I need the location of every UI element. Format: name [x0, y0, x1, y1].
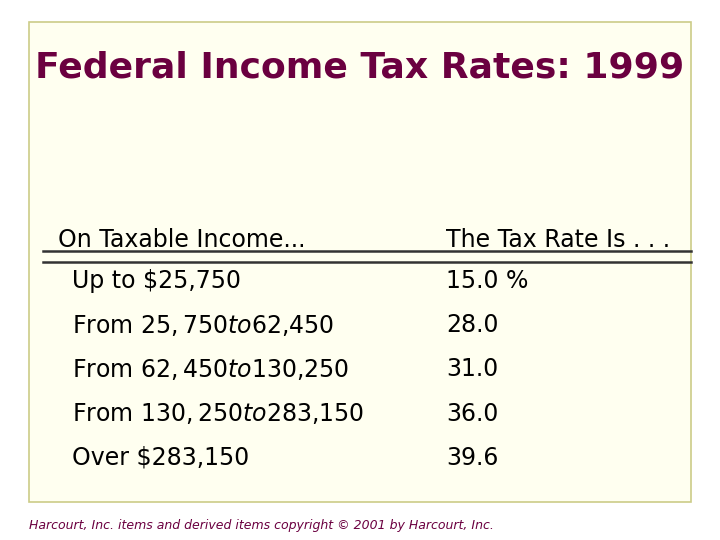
Text: 15.0 %: 15.0 % — [446, 269, 528, 293]
Text: Harcourt, Inc. items and derived items copyright © 2001 by Harcourt, Inc.: Harcourt, Inc. items and derived items c… — [29, 519, 494, 532]
Text: From $130,250 to $283,150: From $130,250 to $283,150 — [72, 401, 364, 426]
Text: On Taxable Income...: On Taxable Income... — [58, 228, 305, 252]
Text: From $62,450 to $130,250: From $62,450 to $130,250 — [72, 357, 349, 382]
Text: 31.0: 31.0 — [446, 357, 499, 381]
Text: Over $283,150: Over $283,150 — [72, 446, 249, 470]
FancyBboxPatch shape — [29, 22, 691, 502]
Text: 28.0: 28.0 — [446, 313, 499, 337]
Text: 36.0: 36.0 — [446, 402, 499, 426]
Text: From $25,750 to $62,450: From $25,750 to $62,450 — [72, 313, 334, 338]
Text: Federal Income Tax Rates: 1999: Federal Income Tax Rates: 1999 — [35, 51, 685, 84]
Text: 39.6: 39.6 — [446, 446, 499, 470]
Text: The Tax Rate Is . . .: The Tax Rate Is . . . — [446, 228, 670, 252]
Text: Up to $25,750: Up to $25,750 — [72, 269, 241, 293]
